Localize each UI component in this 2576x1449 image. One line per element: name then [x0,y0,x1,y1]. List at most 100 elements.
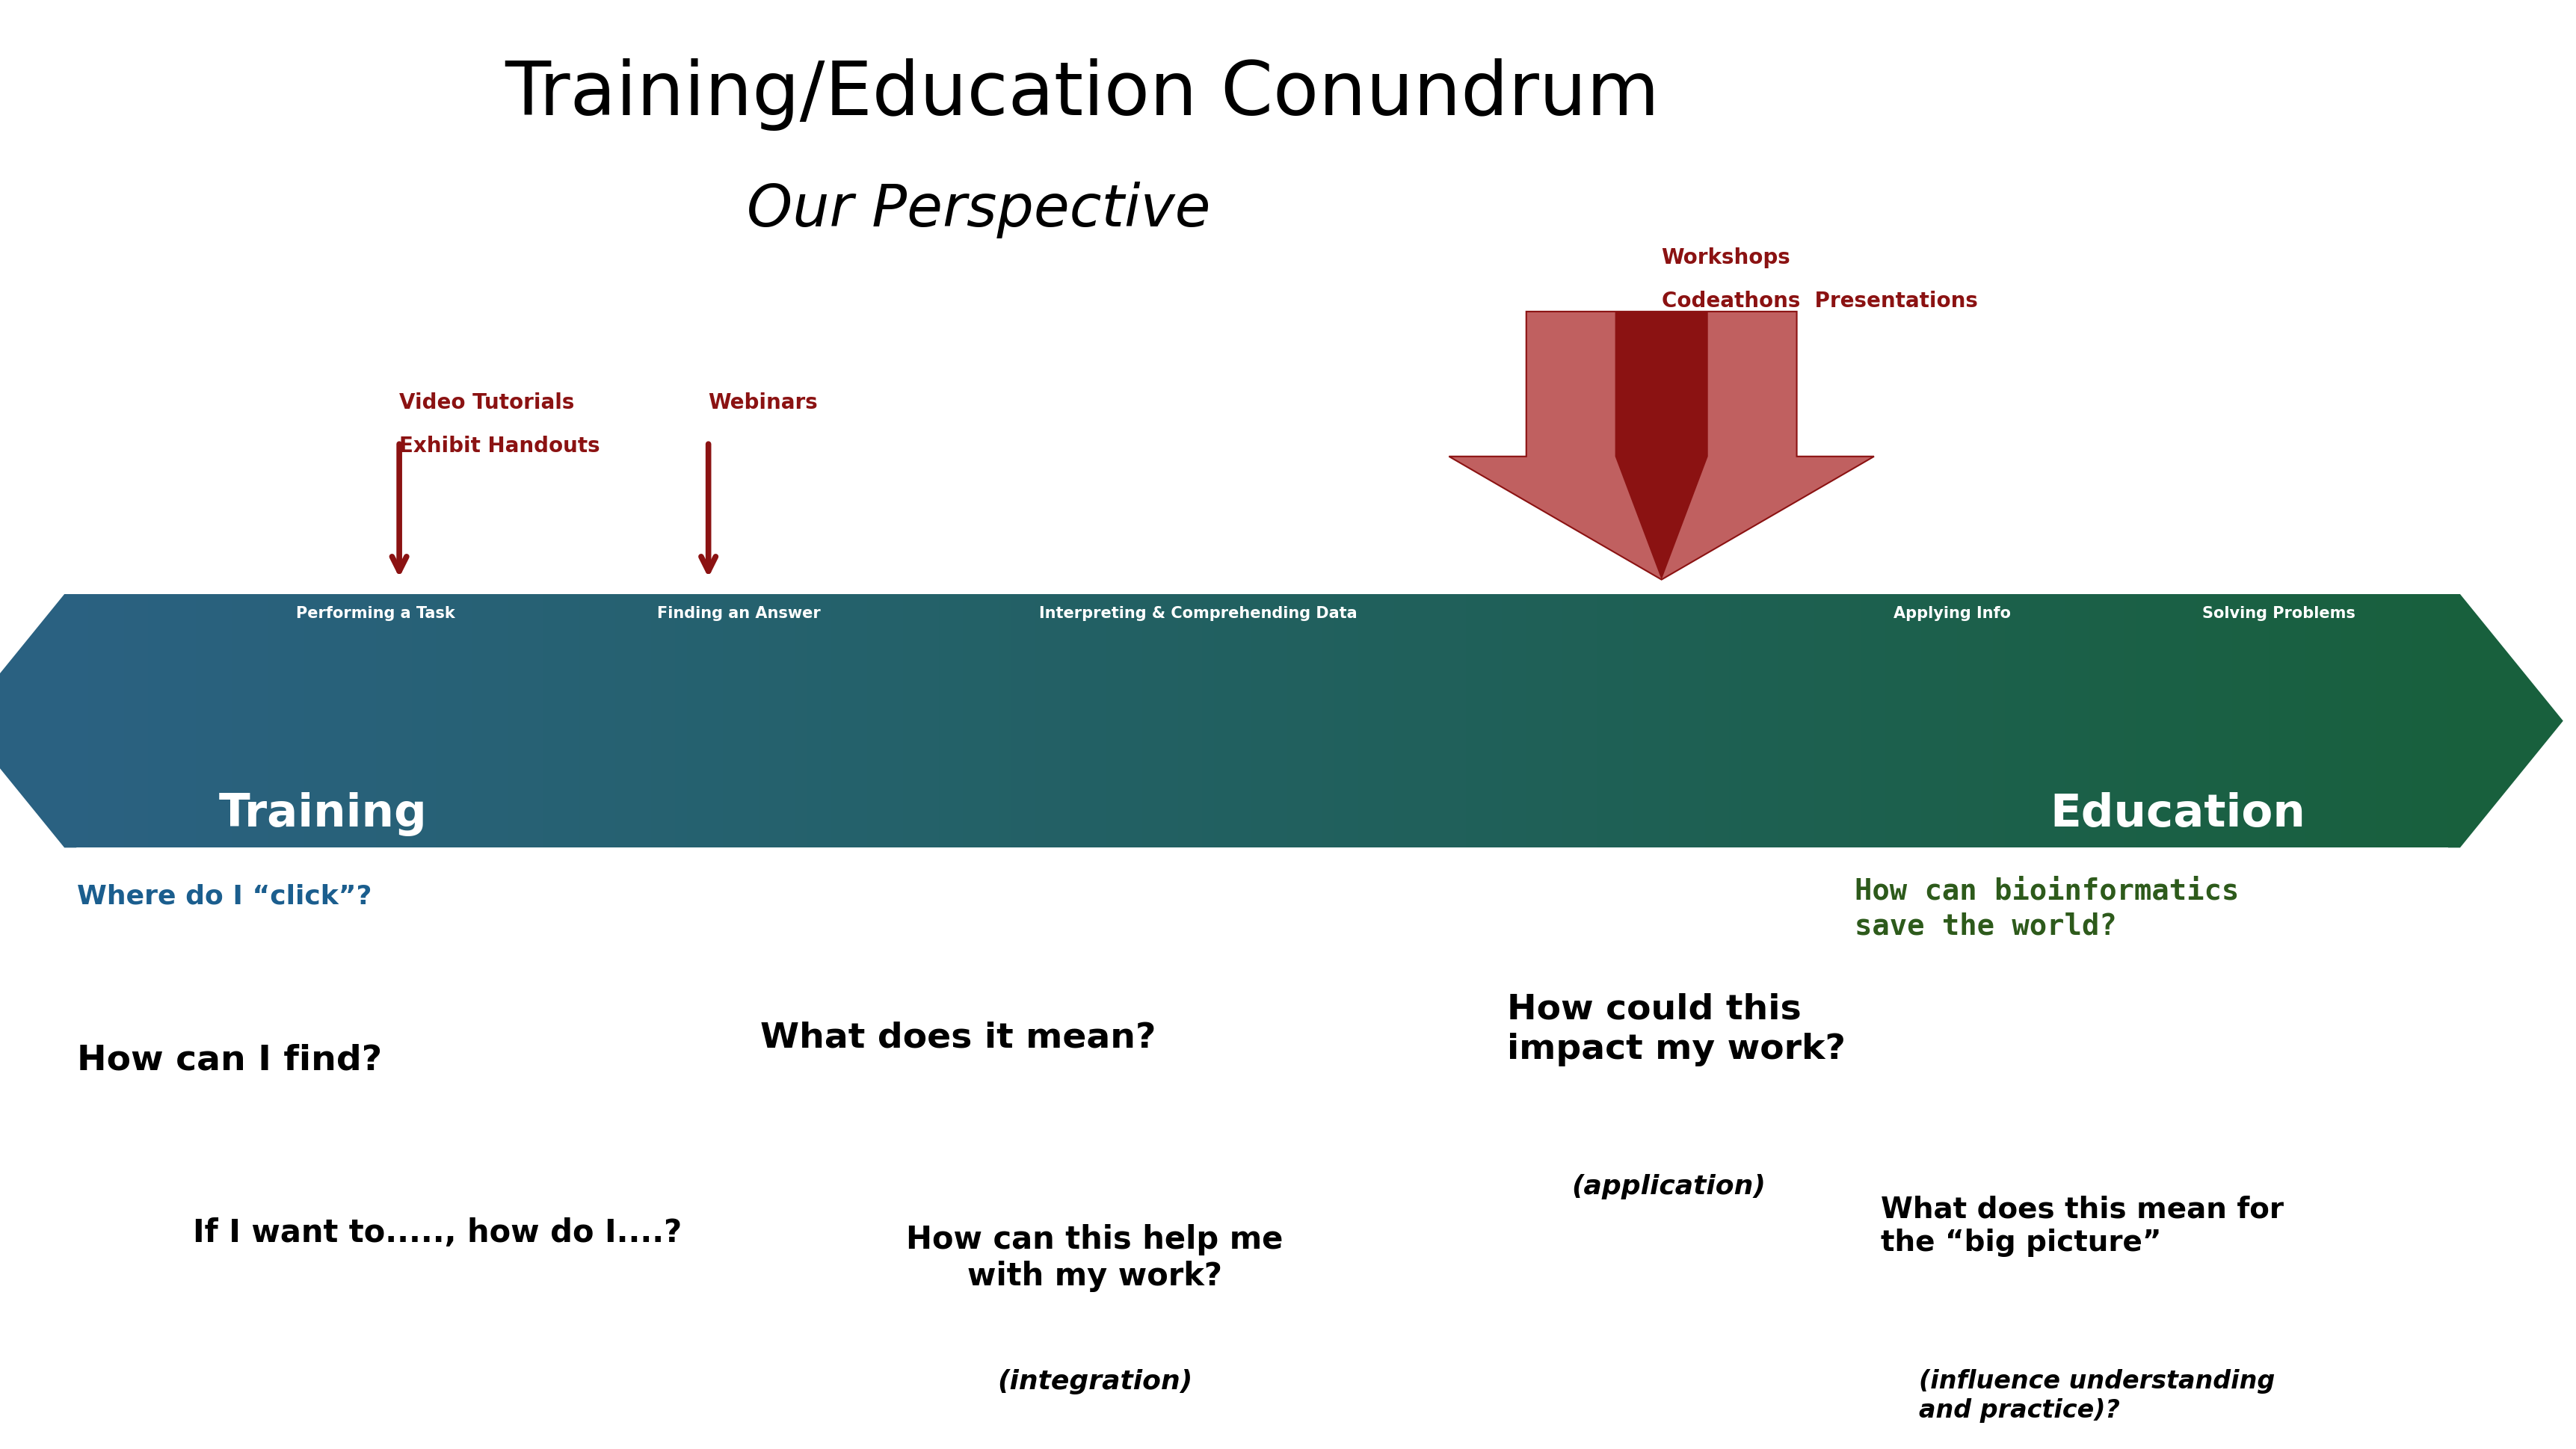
Polygon shape [974,594,987,848]
Polygon shape [2424,594,2437,848]
Polygon shape [1741,594,1754,848]
Polygon shape [1656,594,1669,848]
Text: How can this help me
with my work?: How can this help me with my work? [907,1224,1283,1293]
Polygon shape [1615,312,1708,580]
Polygon shape [819,594,832,848]
Polygon shape [232,594,245,848]
Polygon shape [963,594,974,848]
Polygon shape [1814,594,1826,848]
Polygon shape [2233,594,2244,848]
Polygon shape [652,594,665,848]
Polygon shape [1705,594,1718,848]
Polygon shape [1646,594,1656,848]
Polygon shape [1394,594,1406,848]
Polygon shape [1190,594,1203,848]
Polygon shape [724,594,734,848]
Polygon shape [1213,594,1226,848]
Polygon shape [209,594,219,848]
Polygon shape [1922,594,1932,848]
Polygon shape [1430,594,1443,848]
Polygon shape [711,594,724,848]
Polygon shape [459,594,471,848]
Text: How could this
impact my work?: How could this impact my work? [1507,993,1844,1066]
Text: Performing a Task: Performing a Task [296,606,456,620]
Polygon shape [255,594,268,848]
Text: (application): (application) [1571,1174,1765,1200]
Polygon shape [1118,594,1131,848]
Polygon shape [1108,594,1118,848]
Text: Workshops: Workshops [1662,248,1790,268]
Polygon shape [783,594,796,848]
Polygon shape [855,594,868,848]
Text: Where do I “click”?: Where do I “click”? [77,884,371,910]
Polygon shape [1909,594,1922,848]
Polygon shape [2306,594,2316,848]
Polygon shape [1932,594,1945,848]
Polygon shape [914,594,927,848]
Polygon shape [2053,594,2066,848]
Text: Our Perspective: Our Perspective [747,181,1211,239]
Polygon shape [2125,594,2136,848]
Polygon shape [698,594,711,848]
Polygon shape [196,594,209,848]
Polygon shape [1515,594,1525,848]
Polygon shape [1826,594,1837,848]
Polygon shape [999,594,1010,848]
Polygon shape [675,594,688,848]
Polygon shape [2112,594,2125,848]
Polygon shape [1551,594,1561,848]
Text: Codeathons  Presentations: Codeathons Presentations [1662,291,1978,312]
Polygon shape [796,594,806,848]
Polygon shape [77,594,88,848]
Polygon shape [592,594,603,848]
Polygon shape [268,594,281,848]
Polygon shape [760,594,770,848]
Polygon shape [2066,594,2076,848]
Polygon shape [1682,594,1692,848]
Polygon shape [1597,594,1610,848]
Polygon shape [1873,594,1886,848]
Polygon shape [1718,594,1728,848]
Polygon shape [376,594,389,848]
Polygon shape [1669,594,1682,848]
Polygon shape [2208,594,2221,848]
Polygon shape [149,594,160,848]
Polygon shape [1981,594,1994,848]
Polygon shape [399,594,412,848]
Polygon shape [100,594,113,848]
Polygon shape [317,594,327,848]
Polygon shape [281,594,291,848]
Polygon shape [580,594,592,848]
Polygon shape [1010,594,1023,848]
Polygon shape [2030,594,2040,848]
Polygon shape [2352,594,2365,848]
Polygon shape [2148,594,2161,848]
Polygon shape [1561,594,1574,848]
Polygon shape [2316,594,2329,848]
Polygon shape [1502,594,1515,848]
Polygon shape [616,594,629,848]
Polygon shape [2076,594,2089,848]
Polygon shape [1790,594,1801,848]
Polygon shape [389,594,399,848]
Polygon shape [629,594,639,848]
Polygon shape [1154,594,1167,848]
Polygon shape [842,594,855,848]
Polygon shape [304,594,317,848]
Polygon shape [1072,594,1082,848]
Polygon shape [2437,594,2447,848]
Text: Finding an Answer: Finding an Answer [657,606,819,620]
Polygon shape [1406,594,1417,848]
Polygon shape [327,594,340,848]
Polygon shape [1777,594,1790,848]
Text: If I want to....., how do I....?: If I want to....., how do I....? [193,1217,683,1249]
Polygon shape [1968,594,1981,848]
Polygon shape [806,594,819,848]
Polygon shape [1275,594,1285,848]
Text: Training: Training [219,793,428,836]
Polygon shape [1417,594,1430,848]
Polygon shape [1896,594,1909,848]
Polygon shape [1249,594,1262,848]
Polygon shape [1453,594,1466,848]
Polygon shape [747,594,760,848]
